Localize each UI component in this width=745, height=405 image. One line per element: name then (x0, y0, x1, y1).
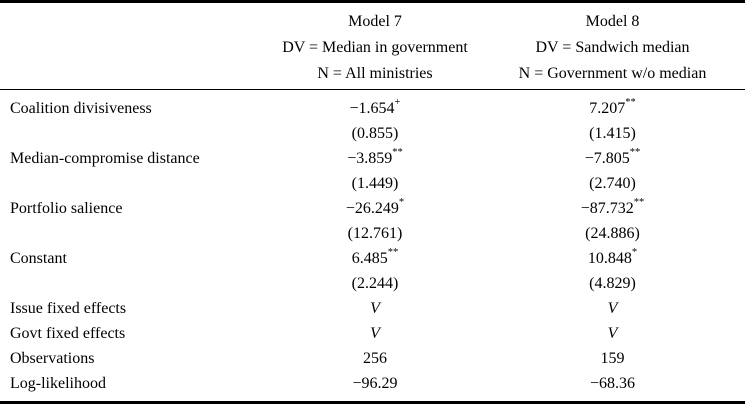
model7-std-error: (0.855) (351, 124, 399, 142)
row-label: Median-compromise distance (10, 149, 200, 167)
table-header-rule (0, 89, 745, 90)
model8-value: 10.848* (587, 247, 638, 267)
significance-marker: * (398, 197, 405, 209)
model7-std-error: (2.244) (351, 274, 399, 292)
model8-value: −7.805** (584, 147, 641, 167)
model7-value: V (370, 324, 380, 342)
model7-value: 6.485** (351, 247, 399, 267)
model7-value: −26.249* (345, 197, 405, 217)
significance-marker: + (394, 97, 401, 109)
table-row: Portfolio salience −26.249* −87.732** (0, 196, 745, 221)
significance-marker: ** (625, 97, 636, 109)
table-row: Log-likelihood −96.29 −68.36 (0, 371, 745, 396)
table-row-se: (2.244) (4.829) (0, 271, 745, 296)
row-label: Issue fixed effects (10, 299, 127, 317)
table-row: Coalition divisiveness −1.654+ 7.207** (0, 96, 745, 121)
model7-value: V (370, 299, 380, 317)
model8-value: V (607, 324, 618, 342)
row-label: Coalition divisiveness (10, 99, 152, 117)
model7-header: Model 7 DV = Median in government N = Al… (270, 9, 480, 87)
model8-value: 159 (600, 349, 625, 367)
model8-dv: DV = Sandwich median (535, 39, 690, 56)
model7-value: −3.859** (347, 147, 403, 167)
table-bottom-rule (0, 401, 745, 404)
model8-n: N = Government w/o median (518, 65, 707, 82)
model7-value: −96.29 (352, 374, 398, 392)
model8-title: Model 8 (585, 13, 640, 30)
table-row-se: (0.855) (1.415) (0, 121, 745, 146)
model8-value: −87.732** (580, 197, 645, 217)
table-row: Issue fixed effects V V (0, 296, 745, 321)
model8-header: Model 8 DV = Sandwich median N = Governm… (480, 9, 745, 87)
significance-marker: ** (633, 197, 645, 209)
model7-value: −1.654+ (349, 97, 401, 117)
model7-n: N = All ministries (317, 65, 433, 82)
model7-title: Model 7 (348, 13, 402, 30)
model8-std-error: (1.415) (589, 124, 636, 142)
table-row-se: (1.449) (2.740) (0, 171, 745, 196)
row-label: Constant (10, 249, 67, 267)
row-label: Observations (10, 349, 95, 367)
significance-marker: ** (392, 147, 403, 159)
table-header: Model 7 DV = Median in government N = Al… (0, 3, 745, 89)
significance-marker: * (631, 247, 638, 259)
model7-std-error: (1.449) (351, 174, 399, 192)
table-body: Coalition divisiveness −1.654+ 7.207** (0.8… (0, 90, 745, 401)
model7-dv: DV = Median in government (282, 39, 468, 56)
table-top-rule (0, 0, 745, 3)
significance-marker: ** (629, 147, 641, 159)
model7-value: 256 (363, 349, 387, 367)
table-row: Govt fixed effects V V (0, 321, 745, 346)
model7-std-error: (12.761) (347, 224, 403, 242)
row-label: Govt fixed effects (10, 324, 126, 342)
model8-value: 7.207** (589, 97, 636, 117)
model8-std-error: (24.886) (585, 224, 640, 242)
model8-value: V (607, 299, 618, 317)
model8-std-error: (2.740) (589, 174, 636, 192)
table-row: Observations 256 159 (0, 346, 745, 371)
model8-value: −68.36 (589, 374, 636, 392)
table-row-se: (12.761) (24.886) (0, 221, 745, 246)
table-row: Median-compromise distance −3.859** −7.805… (0, 146, 745, 171)
row-label: Portfolio salience (10, 199, 123, 217)
row-label: Log-likelihood (10, 374, 106, 392)
model8-std-error: (4.829) (589, 274, 636, 292)
significance-marker: ** (387, 247, 399, 259)
table-row: Constant 6.485** 10.848* (0, 246, 745, 271)
header-label-spacer (0, 9, 270, 87)
